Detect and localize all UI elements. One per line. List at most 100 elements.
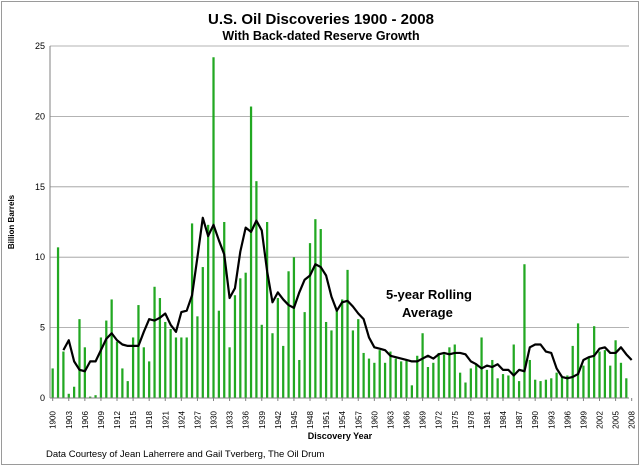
x-tick-label: 1993 xyxy=(547,411,556,429)
x-tick-label: 1954 xyxy=(338,411,347,429)
bar-1947 xyxy=(303,312,306,398)
line-annotation-line1: 5-year Rolling xyxy=(386,287,472,302)
bar-1967 xyxy=(410,385,413,398)
bar-1978 xyxy=(469,368,472,398)
bar-1964 xyxy=(394,358,397,398)
bar-1900 xyxy=(51,368,54,398)
x-tick-label: 1999 xyxy=(579,411,588,429)
x-tick-label: 2005 xyxy=(612,411,621,429)
bar-2005 xyxy=(614,340,617,398)
x-tick-label: 1987 xyxy=(515,411,524,429)
bar-1924 xyxy=(180,337,183,398)
x-tick-label: 1918 xyxy=(145,411,154,429)
x-tick-label: 1942 xyxy=(274,411,283,429)
chart-subtitle: With Back-dated Reserve Growth xyxy=(222,29,419,43)
bar-1918 xyxy=(148,361,151,398)
y-axis-label: Billion Barrels xyxy=(7,194,16,249)
bar-1929 xyxy=(207,224,210,398)
bar-1958 xyxy=(362,352,365,398)
rolling-average-line xyxy=(62,216,633,380)
x-tick-label: 1939 xyxy=(258,411,267,429)
bar-1946 xyxy=(298,359,301,398)
x-tick-label: 1945 xyxy=(290,411,299,429)
x-tick-label: 1981 xyxy=(483,411,492,429)
bar-1998 xyxy=(576,323,580,398)
bar-2007 xyxy=(625,378,628,398)
bar-1993 xyxy=(550,378,553,398)
x-tick-label: 1948 xyxy=(306,411,315,429)
bar-1915 xyxy=(131,337,135,398)
x-tick-label: 1909 xyxy=(97,411,106,429)
x-tick-label: 1930 xyxy=(210,411,219,429)
x-tick-labels: 1900 1903 1906 1909 1912 1915 1918 1921 1924 1927… xyxy=(49,398,637,429)
bar-1920 xyxy=(158,298,162,398)
bar-1916 xyxy=(137,305,140,398)
y-tick-label: 15 xyxy=(35,182,45,192)
bar-1972 xyxy=(437,352,440,398)
bar-1968 xyxy=(416,355,419,398)
bar-1923 xyxy=(174,337,178,398)
x-tick-label: 1996 xyxy=(563,411,572,429)
bar-1935 xyxy=(239,278,242,398)
bar-1959 xyxy=(367,358,371,398)
bar-1992 xyxy=(544,379,548,398)
x-tick-label: 1984 xyxy=(499,411,508,429)
bar-1979 xyxy=(475,364,478,398)
bar-1928 xyxy=(201,267,204,398)
bar-1995 xyxy=(560,376,564,398)
bar-1962 xyxy=(383,362,387,398)
bar-1936 xyxy=(244,272,247,398)
x-tick-label: 1966 xyxy=(403,411,412,429)
bar-1997 xyxy=(571,345,574,398)
x-tick-label: 1921 xyxy=(161,411,170,429)
x-tick-label: 1957 xyxy=(354,411,363,429)
bar-1919 xyxy=(153,286,156,398)
bar-1983 xyxy=(496,378,499,398)
bar-1910 xyxy=(105,320,108,398)
bar-1908 xyxy=(94,395,97,398)
bar-1960 xyxy=(373,362,376,398)
bar-2000 xyxy=(587,357,590,398)
bar-1913 xyxy=(121,368,124,398)
y-tick-label: 0 xyxy=(40,393,45,403)
bar-1985 xyxy=(507,375,510,398)
x-tick-label: 1969 xyxy=(419,411,428,429)
x-tick-label: 1951 xyxy=(322,411,331,429)
bar-1942 xyxy=(276,298,279,398)
x-tick-label: 1960 xyxy=(370,411,379,429)
bar-1977 xyxy=(464,382,467,398)
bar-1914 xyxy=(126,381,129,398)
bar-1990 xyxy=(534,379,537,398)
bar-1974 xyxy=(448,347,451,398)
bar-1994 xyxy=(555,372,558,398)
x-tick-label: 1990 xyxy=(531,411,540,429)
bar-1950 xyxy=(319,229,322,398)
bar-1953 xyxy=(335,309,338,398)
bar-1933 xyxy=(228,347,231,398)
bar-1989 xyxy=(528,359,531,398)
line-annotation-line2: Average xyxy=(402,305,453,320)
bar-1987 xyxy=(517,381,521,398)
bar-1917 xyxy=(142,347,145,398)
bar-1934 xyxy=(233,295,237,398)
bar-1902 xyxy=(62,351,65,398)
x-tick-label: 1903 xyxy=(65,411,74,429)
bar-1925 xyxy=(185,337,188,398)
bar-1921 xyxy=(164,321,167,398)
x-tick-label: 2008 xyxy=(628,411,637,429)
y-tick-label: 5 xyxy=(40,323,45,333)
bar-1955 xyxy=(346,269,349,398)
bar-1909 xyxy=(99,337,103,398)
bar-1976 xyxy=(459,372,462,398)
bar-1926 xyxy=(190,223,194,398)
bar-1971 xyxy=(432,362,435,398)
x-tick-label: 1936 xyxy=(242,411,251,429)
bar-2003 xyxy=(603,350,606,398)
x-tick-label: 1912 xyxy=(113,411,122,429)
bar-1966 xyxy=(405,359,408,398)
x-tick-label: 1933 xyxy=(226,411,235,429)
bar-1952 xyxy=(330,330,333,398)
x-tick-label: 1900 xyxy=(49,411,58,429)
x-tick-label: 1975 xyxy=(451,411,460,429)
